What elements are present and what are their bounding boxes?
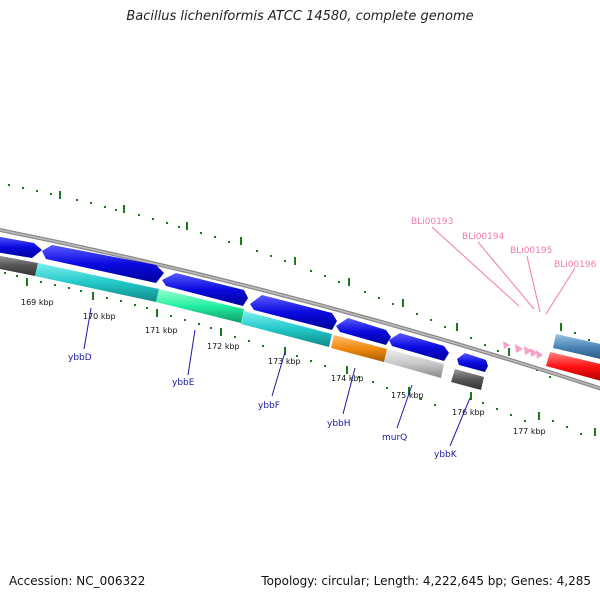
feature-label-BLi00195: BLi00195 <box>510 246 552 256</box>
kbp-label: 174 kbp <box>331 374 364 383</box>
gene-labels: ybbD ybbE ybbF ybbH murQ ybbK <box>68 353 458 460</box>
kbp-label: 177 kbp <box>513 427 546 436</box>
gene-label-ybbH: ybbH <box>327 419 351 429</box>
feature-label-BLi00194: BLi00194 <box>462 232 505 242</box>
kbp-label: 173 kbp <box>268 357 301 366</box>
gene-label-ybbE: ybbE <box>172 378 195 388</box>
gene-block[interactable] <box>0 255 38 276</box>
right-features <box>503 334 600 382</box>
kbp-label: 170 kbp <box>83 312 116 321</box>
pink-marker-group <box>503 341 543 359</box>
pink-marker[interactable] <box>530 348 538 357</box>
gene-label-murQ: murQ <box>382 433 407 443</box>
gene-arrow[interactable] <box>42 245 164 283</box>
gene-block[interactable] <box>156 289 244 323</box>
gene-block[interactable] <box>384 349 444 378</box>
pink-marker[interactable] <box>536 350 543 359</box>
feature-labels: BLi00193 BLi00194 BLi00195 BLi00196 <box>411 217 597 270</box>
outer-tick-ring <box>8 184 590 378</box>
reverse-strand <box>0 255 484 390</box>
pink-marker[interactable] <box>524 346 532 355</box>
feature-block-steel[interactable] <box>553 334 600 360</box>
feature-label-BLi00196: BLi00196 <box>554 260 597 270</box>
gene-arrow[interactable] <box>250 295 337 330</box>
accession-text: Accession: NC_006322 <box>9 574 146 588</box>
gene-block[interactable] <box>35 263 159 302</box>
feature-block-red[interactable] <box>546 352 600 382</box>
gene-label-ybbD: ybbD <box>68 353 92 363</box>
kbp-label: 176 kbp <box>452 408 485 417</box>
gene-label-ybbK: ybbK <box>434 450 458 460</box>
gene-block[interactable] <box>451 369 484 390</box>
kbp-label: 171 kbp <box>145 326 178 335</box>
gene-arrow[interactable] <box>162 273 248 306</box>
pink-marker[interactable] <box>503 341 510 349</box>
gene-leader-lines <box>83 307 471 447</box>
kbp-label: 175 kbp <box>391 391 424 400</box>
feature-leader-lines <box>431 226 576 315</box>
kbp-labels: 169 kbp 170 kbp 171 kbp 172 kbp 173 kbp … <box>21 298 546 436</box>
gene-label-ybbF: ybbF <box>258 401 280 411</box>
gene-arrow[interactable] <box>336 318 391 345</box>
topology-text: Topology: circular; Length: 4,222,645 bp… <box>261 574 591 588</box>
genome-title: Bacillus licheniformis ATCC 14580, compl… <box>126 9 474 24</box>
kbp-label: 172 kbp <box>207 342 240 351</box>
gene-block[interactable] <box>241 311 332 347</box>
gene-arrow[interactable] <box>0 236 42 258</box>
feature-label-BLi00193: BLi00193 <box>411 217 453 227</box>
gene-arrow[interactable] <box>457 353 488 372</box>
gene-block[interactable] <box>331 335 387 362</box>
kbp-label: 169 kbp <box>21 298 54 307</box>
forward-strand <box>0 236 488 372</box>
pink-marker[interactable] <box>515 344 523 353</box>
inner-tick-ring <box>4 272 596 436</box>
gene-arrow[interactable] <box>389 333 449 361</box>
